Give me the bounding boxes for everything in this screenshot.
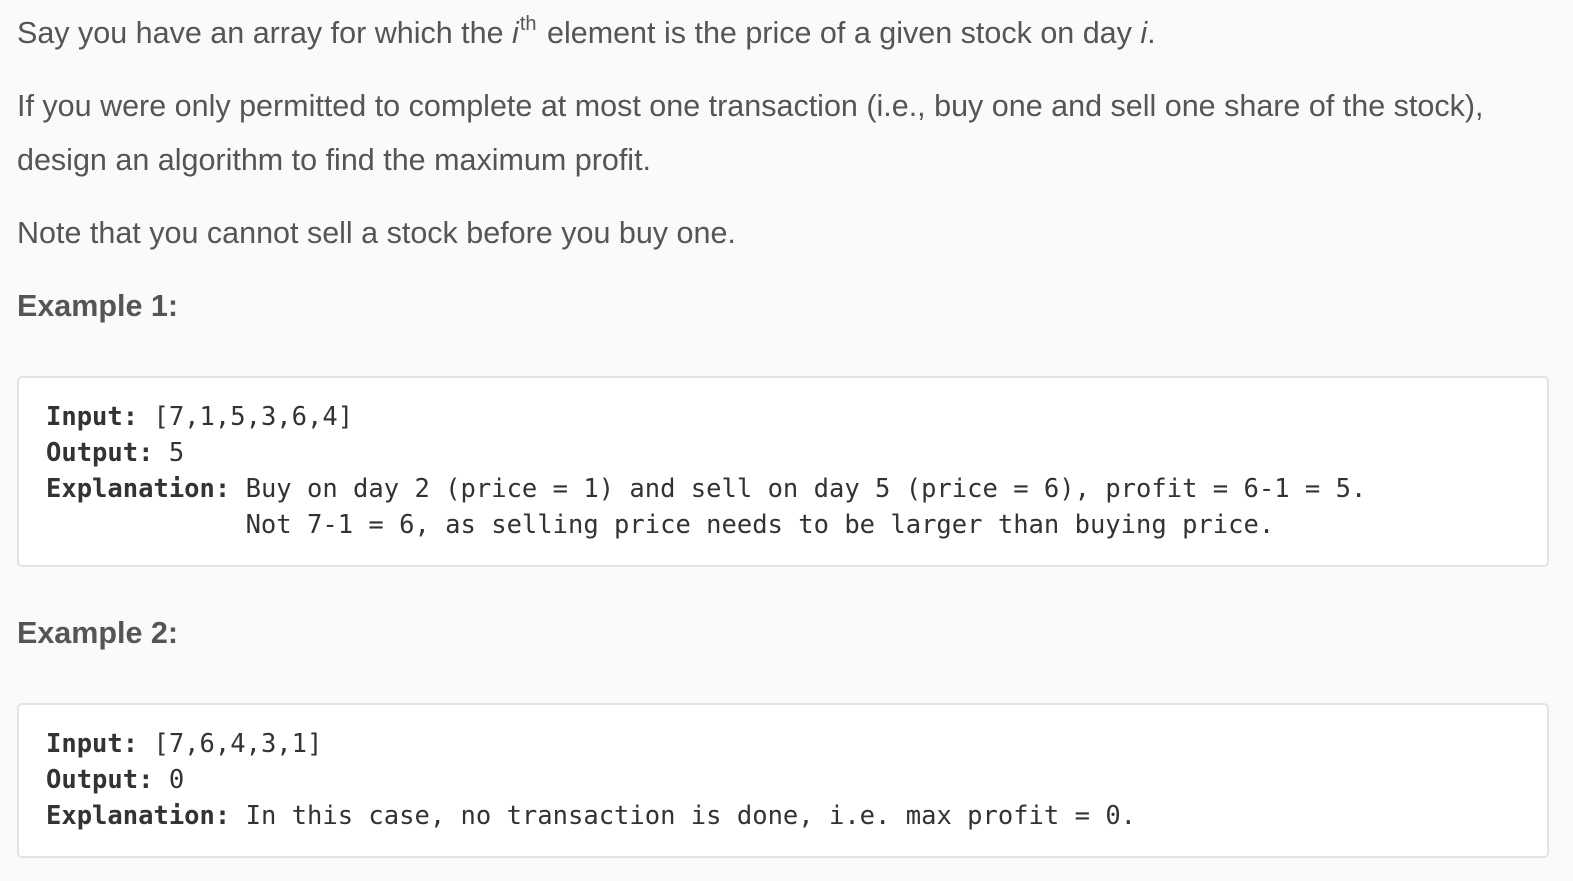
output-value: 5: [153, 438, 185, 468]
explanation-label: Explanation:: [46, 801, 231, 831]
explanation-text: Buy on day 2 (price = 1) and sell on day…: [230, 474, 1367, 504]
input-label: Input:: [46, 402, 139, 432]
intro-text-after: element is the price of a given stock on…: [538, 16, 1141, 50]
output-value: 0: [153, 765, 185, 795]
example-1-code-block: Input: [7,1,5,3,6,4] Output: 5 Explanati…: [17, 376, 1549, 567]
explanation-label: Explanation:: [46, 474, 231, 504]
example-2-input-line: Input: [7,6,4,3,1]: [46, 726, 322, 762]
example-1-explanation-continuation: Not 7-1 = 6, as selling price needs to b…: [46, 510, 1275, 540]
example-2-code-block: Input: [7,6,4,3,1] Output: 0 Explanation…: [17, 703, 1549, 858]
intro-paragraph-1: Say you have an array for which the ith …: [17, 6, 1156, 64]
example-2-heading: Example 2:: [17, 616, 179, 650]
intro-paragraph-3: Note that you cannot sell a stock before…: [17, 216, 736, 250]
input-value: [7,6,4,3,1]: [138, 729, 323, 759]
ordinal-superscript: th: [519, 13, 537, 35]
intro-paragraph-2: If you were only permitted to complete a…: [17, 89, 1484, 177]
output-label: Output:: [46, 438, 154, 468]
example-1-input-line: Input: [7,1,5,3,6,4]: [46, 399, 353, 435]
example-2-output-line: Output: 0: [46, 762, 184, 798]
day-variable: i: [1140, 16, 1148, 50]
input-value: [7,1,5,3,6,4]: [138, 402, 354, 432]
input-label: Input:: [46, 729, 139, 759]
index-variable: i: [512, 16, 519, 50]
example-2-explanation-line: Explanation: In this case, no transactio…: [46, 798, 1136, 834]
intro-text-end: .: [1147, 16, 1156, 50]
example-1-output-line: Output: 5: [46, 435, 184, 471]
example-1-heading: Example 1:: [17, 289, 179, 323]
intro-text-before: Say you have an array for which the: [17, 16, 513, 50]
output-label: Output:: [46, 765, 154, 795]
example-1-explanation-line: Explanation: Buy on day 2 (price = 1) an…: [46, 471, 1366, 507]
explanation-text: In this case, no transaction is done, i.…: [230, 801, 1137, 831]
